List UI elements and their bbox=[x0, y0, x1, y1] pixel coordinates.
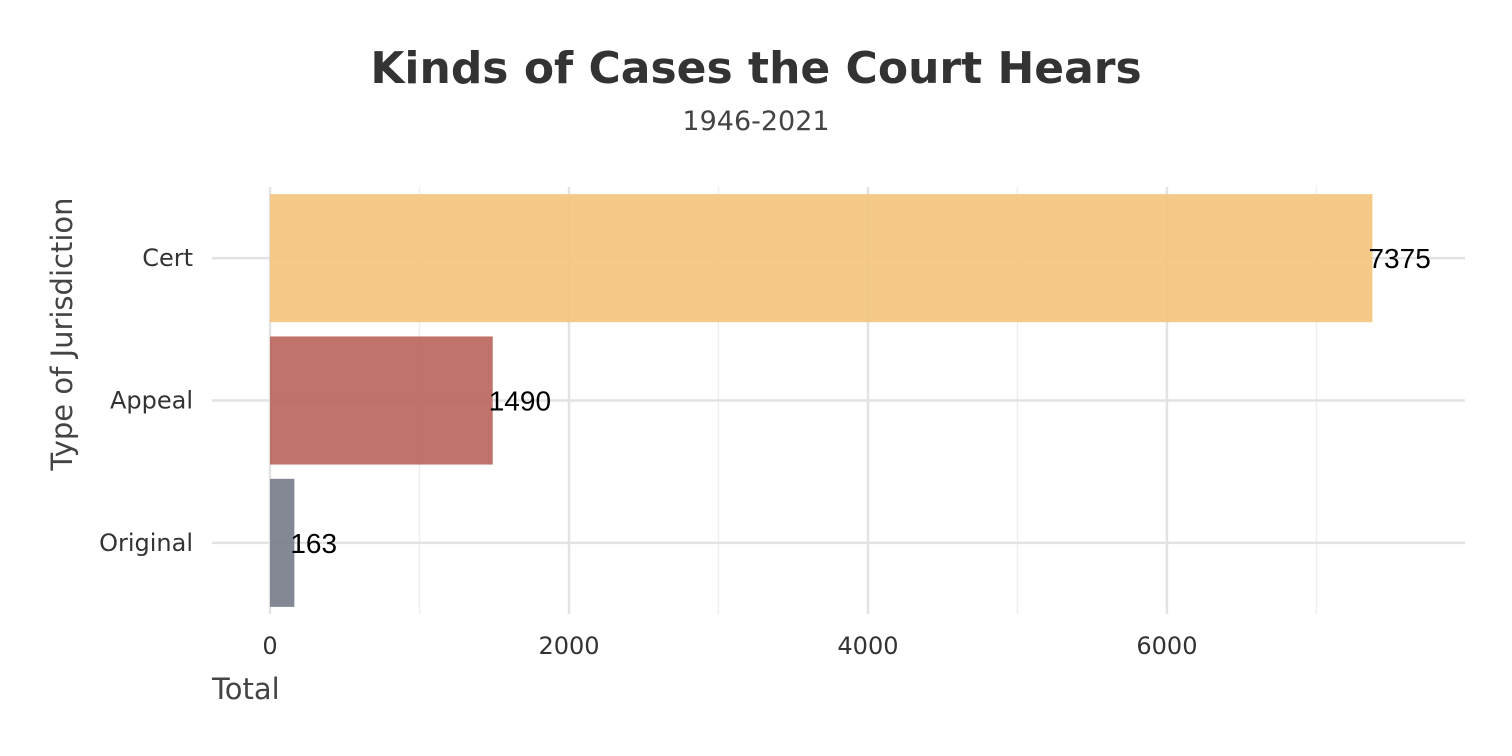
bar-original bbox=[270, 478, 295, 607]
y-tick-label-appeal: Appeal bbox=[110, 387, 193, 415]
bar-cert bbox=[270, 194, 1373, 323]
data-label-appeal: 1490 bbox=[489, 386, 551, 417]
chart-subtitle: 1946-2021 bbox=[682, 106, 829, 137]
x-tick-label: 6000 bbox=[1136, 632, 1197, 660]
axis-ticks: 0 2000 4000 6000 Cert Appeal Original bbox=[99, 244, 1197, 660]
x-axis-title: Total bbox=[211, 672, 280, 706]
y-tick-label-original: Original bbox=[99, 529, 193, 557]
data-label-original: 163 bbox=[290, 528, 337, 559]
x-tick-label: 0 bbox=[262, 632, 277, 660]
x-tick-label: 2000 bbox=[538, 632, 599, 660]
y-axis-title: Type of Jurisdiction bbox=[45, 198, 79, 472]
x-tick-label: 4000 bbox=[837, 632, 898, 660]
bar-appeal bbox=[270, 336, 493, 465]
bars bbox=[270, 194, 1373, 607]
data-labels: 7375 1490 163 bbox=[290, 243, 1430, 559]
chart-title: Kinds of Cases the Court Hears bbox=[370, 43, 1141, 94]
data-label-cert: 7375 bbox=[1368, 243, 1430, 274]
y-tick-label-cert: Cert bbox=[142, 244, 193, 272]
